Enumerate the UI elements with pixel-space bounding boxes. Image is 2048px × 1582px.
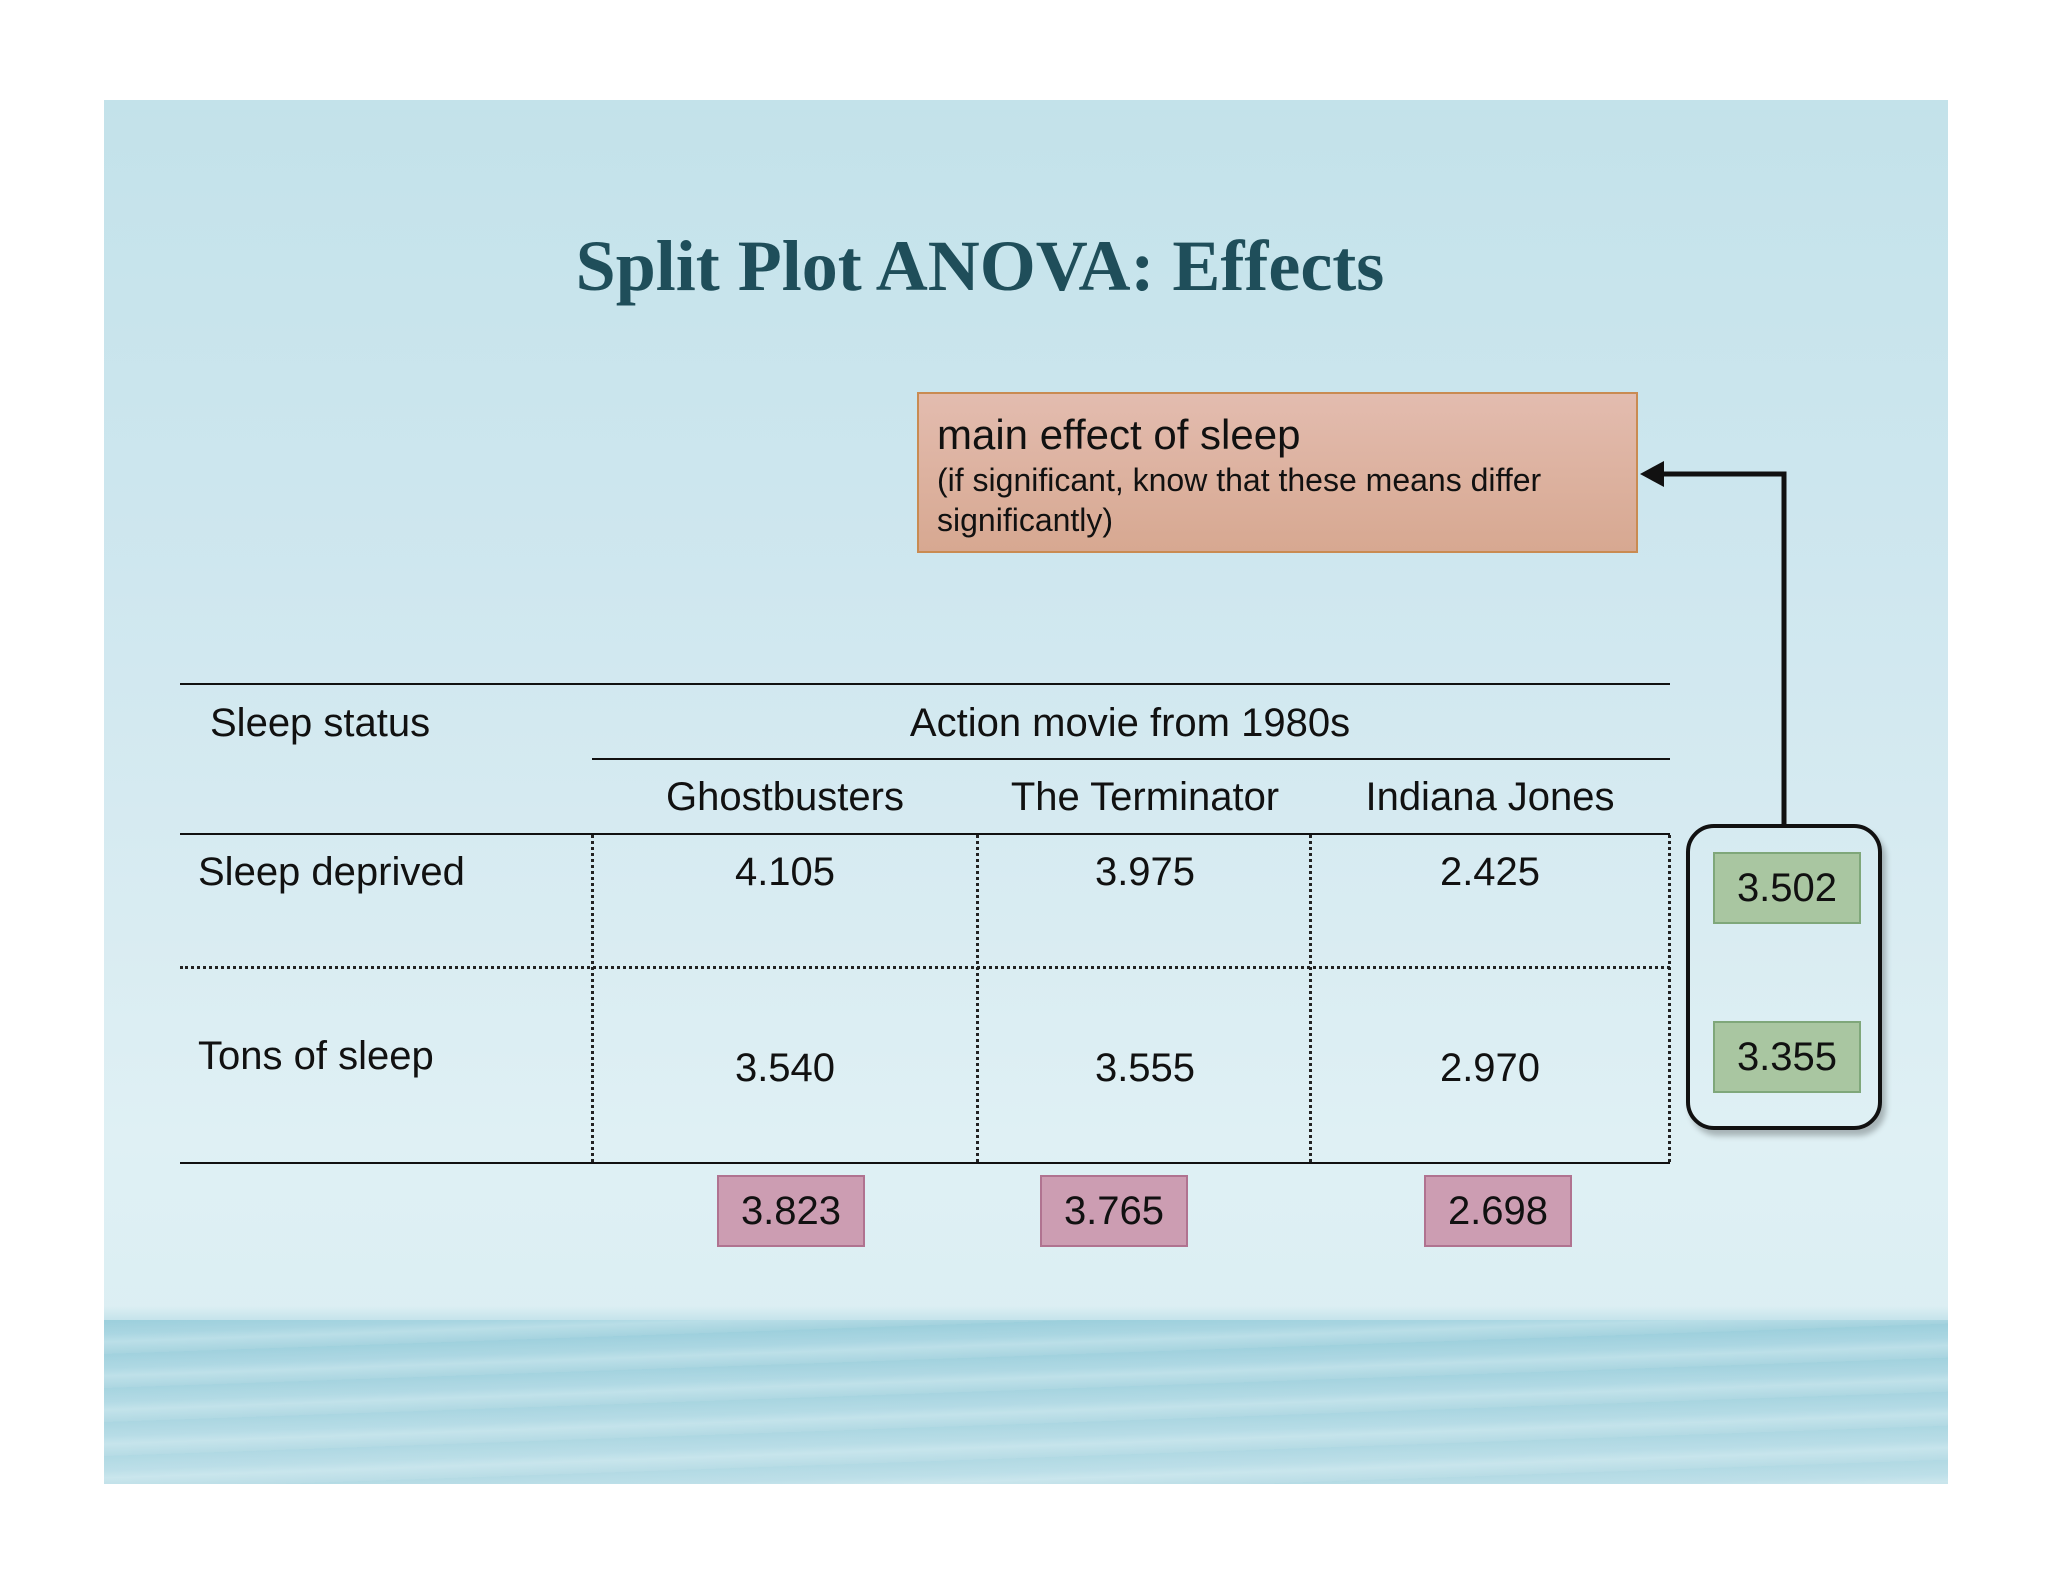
- column-mean-ghostbusters: 3.823: [717, 1175, 865, 1247]
- column-divider: [1309, 835, 1312, 1162]
- column-group-header: Action movie from 1980s: [909, 701, 1351, 745]
- column-divider: [591, 835, 594, 1162]
- callout-note: (if significant, know that these means d…: [937, 462, 1542, 538]
- row-means-bracket: [1686, 824, 1882, 1130]
- water-decoration: [104, 1320, 1948, 1484]
- column-header-ghostbusters: Ghostbusters: [666, 775, 904, 819]
- cell-value: 3.975: [1094, 850, 1196, 894]
- slide-background: [104, 100, 1948, 1484]
- column-divider: [976, 835, 979, 1162]
- table-bottom-rule: [180, 1162, 1670, 1164]
- slide-title: Split Plot ANOVA: Effects: [575, 226, 1385, 306]
- table-top-rule: [180, 683, 1670, 685]
- cell-value: 2.425: [1439, 850, 1541, 894]
- row-label-tons-of-sleep: Tons of sleep: [198, 1034, 434, 1078]
- column-mean-terminator: 3.765: [1040, 1175, 1188, 1247]
- column-mean-indiana-jones: 2.698: [1424, 1175, 1572, 1247]
- row-divider: [180, 966, 1670, 969]
- column-group-rule: [592, 758, 1670, 760]
- column-header-indiana-jones: Indiana Jones: [1365, 775, 1615, 819]
- header-bottom-rule: [180, 833, 1670, 835]
- main-effect-callout: main effect of sleep (if significant, kn…: [917, 392, 1638, 553]
- row-label-sleep-deprived: Sleep deprived: [198, 850, 465, 894]
- column-divider: [1668, 835, 1671, 1162]
- row-mean-tons-of-sleep: 3.355: [1713, 1021, 1861, 1093]
- cell-value: 3.555: [1094, 1046, 1196, 1090]
- cell-value: 2.970: [1439, 1046, 1541, 1090]
- cell-value: 3.540: [734, 1046, 836, 1090]
- callout-heading: main effect of sleep: [937, 411, 1301, 458]
- cell-value: 4.105: [734, 850, 836, 894]
- column-header-terminator: The Terminator: [1010, 775, 1280, 819]
- row-header: Sleep status: [210, 701, 431, 745]
- row-mean-sleep-deprived: 3.502: [1713, 852, 1861, 924]
